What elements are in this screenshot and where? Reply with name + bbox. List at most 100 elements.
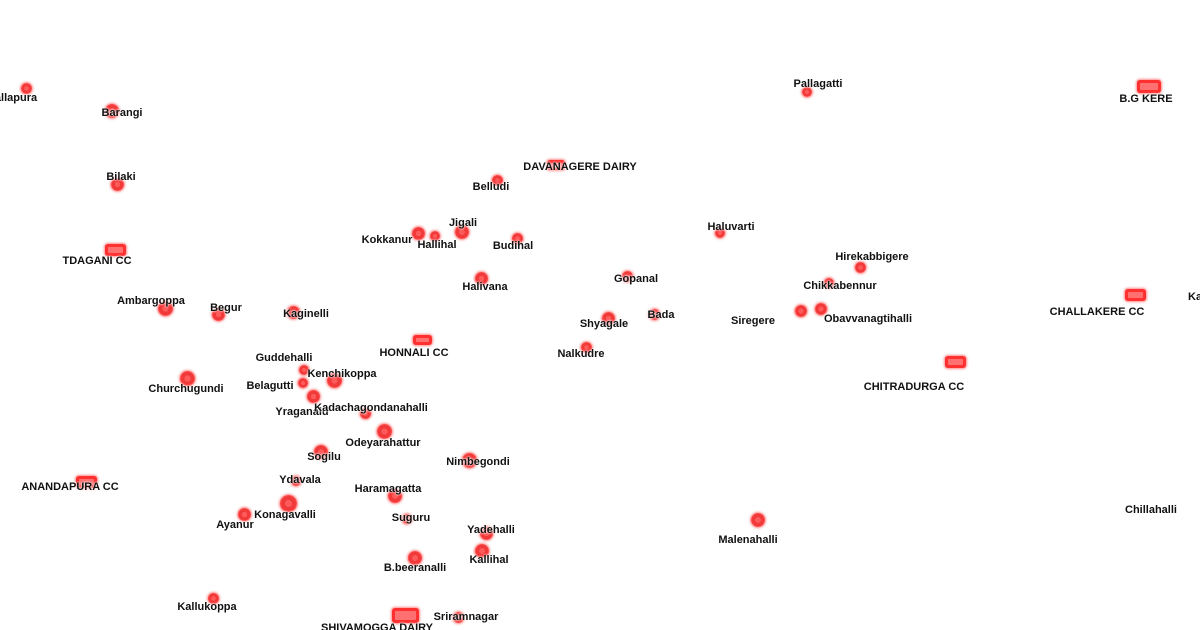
place-label-chillahalli: Chillahalli [1125, 504, 1177, 516]
village-dot-icon [815, 303, 827, 315]
village-dot-icon [751, 513, 765, 527]
village-dot-icon [279, 494, 297, 512]
village-dot-icon [430, 231, 440, 241]
place-label-belagutti: Belagutti [246, 380, 294, 392]
place-label-yraganalu: Yraganalu [275, 406, 329, 418]
place-label-konagavalli: Konagavalli [254, 509, 316, 521]
place-label-anandapura-cc: ANANDAPURA CC [21, 481, 119, 493]
dairy-icon [547, 160, 565, 170]
village-dot-icon [474, 271, 488, 285]
village-dot-icon [408, 551, 422, 565]
place-label-tdagani-cc: TDAGANI CC [62, 255, 132, 267]
place-label-suguru: Suguru [391, 512, 431, 524]
place-label-siregere: Siregere [730, 315, 776, 327]
place-label-gopanal: Gopanal [613, 273, 659, 285]
village-dot-icon [475, 544, 489, 558]
village-dot-icon [479, 526, 493, 540]
place-label-hirekabbigere: Hirekabbigere [835, 251, 909, 263]
village-dot-icon [802, 87, 812, 97]
place-label-ydavala: Ydavala [279, 474, 321, 486]
place-label-kallukoppa: Kallukoppa [177, 601, 237, 613]
village-dot-icon [854, 261, 866, 273]
village-dot-icon [388, 489, 402, 503]
village-dot-icon [511, 232, 523, 244]
place-label-haluvarti: Haluvarti [707, 221, 755, 233]
village-dot-icon [402, 514, 412, 524]
village-dot-icon [795, 305, 807, 317]
village-dot-icon [326, 372, 342, 388]
place-label-begur: Begur [210, 302, 242, 314]
village-dot-icon [157, 300, 173, 316]
place-label-odeyarahattur: Odeyarahattur [345, 437, 421, 449]
village-dot-icon [824, 278, 834, 288]
village-dot-icon [207, 592, 219, 604]
place-label-obavvanagtihalli: Obavvanagtihalli [823, 313, 913, 325]
place-label-belludi: Belludi [472, 181, 510, 193]
place-label-kaginelli: Kaginelli [283, 308, 329, 320]
village-dot-icon [20, 82, 32, 94]
village-dot-icon [306, 389, 320, 403]
place-label-kenchikoppa: Kenchikoppa [307, 368, 377, 380]
place-label-allapura: allapura [0, 92, 38, 104]
place-label-halivana: Halivana [462, 281, 508, 293]
village-dot-icon [648, 308, 660, 320]
village-dot-icon [376, 423, 392, 439]
place-label-guddehalli: Guddehalli [255, 352, 313, 364]
village-dot-icon [455, 225, 469, 239]
collection-center-icon [1124, 289, 1146, 301]
place-label-hallihal: Hallihal [417, 239, 457, 251]
place-label-kar: Kar [1188, 291, 1200, 303]
village-dot-icon [580, 341, 592, 353]
village-dot-icon [291, 476, 301, 486]
village-dot-icon [601, 311, 615, 325]
place-label-honnali-cc: HONNALI CC [379, 347, 449, 359]
village-dot-icon [298, 378, 308, 388]
place-label-nalkudre: Nalkudre [557, 348, 605, 360]
place-label-challakere-cc: CHALLAKERE CC [1049, 306, 1145, 318]
place-label-chikkabennur: Chikkabennur [803, 280, 877, 292]
place-label-bilaki: Bilaki [106, 171, 136, 183]
place-label-haramagatta: Haramagatta [354, 483, 422, 495]
village-dot-icon [621, 270, 633, 282]
village-dot-icon [359, 407, 371, 419]
place-label-jigali: Jigali [448, 217, 478, 229]
collection-center-icon [1137, 79, 1161, 93]
village-dot-icon [314, 445, 328, 459]
place-label-bada: Bada [647, 309, 675, 321]
place-label-barangi: Barangi [101, 107, 143, 119]
place-label-nimbegondi: Nimbegondi [446, 456, 510, 468]
place-label-b-beeranalli: B.beeranalli [383, 562, 447, 574]
place-label-shyagale: Shyagale [579, 318, 629, 330]
place-label-kallihal: Kallihal [469, 554, 509, 566]
place-label-shivamogga-dairy: SHIVAMOGGA DAIRY [320, 622, 434, 630]
place-label-davanagere-dairy: DAVANAGERE DAIRY [523, 161, 637, 173]
place-label-ayanur: Ayanur [216, 519, 254, 531]
village-dot-icon [452, 611, 464, 623]
place-label-kadachagondanahalli: Kadachagondanahalli [314, 402, 428, 414]
village-dot-icon [286, 305, 300, 319]
place-label-yadehalli: Yadehalli [467, 524, 515, 536]
place-label-kokkanur: Kokkanur [361, 234, 413, 246]
place-label-budihal: Budihal [492, 240, 534, 252]
place-label-pallagatti: Pallagatti [793, 78, 843, 90]
village-dot-icon [237, 507, 251, 521]
place-label-ambargoppa: Ambargoppa [117, 295, 185, 307]
village-dot-icon [110, 177, 124, 191]
dairy-icon [391, 607, 419, 623]
collection-center-icon [944, 356, 966, 368]
village-dot-icon [299, 365, 309, 375]
village-dot-icon [211, 307, 225, 321]
village-dot-icon [491, 174, 503, 186]
collection-center-icon [75, 476, 97, 488]
village-dot-icon [461, 452, 477, 468]
place-label-churchugundi: Churchugundi [148, 383, 224, 395]
place-label-sogilu: Sogilu [307, 451, 341, 463]
village-dot-icon [411, 226, 425, 240]
collection-center-icon [104, 244, 126, 256]
village-dot-icon [179, 370, 195, 386]
village-dot-icon [715, 228, 725, 238]
place-label-sriramnagar: Sriramnagar [433, 611, 499, 623]
place-label-malenahalli: Malenahalli [718, 534, 778, 546]
village-dot-icon [105, 104, 119, 118]
